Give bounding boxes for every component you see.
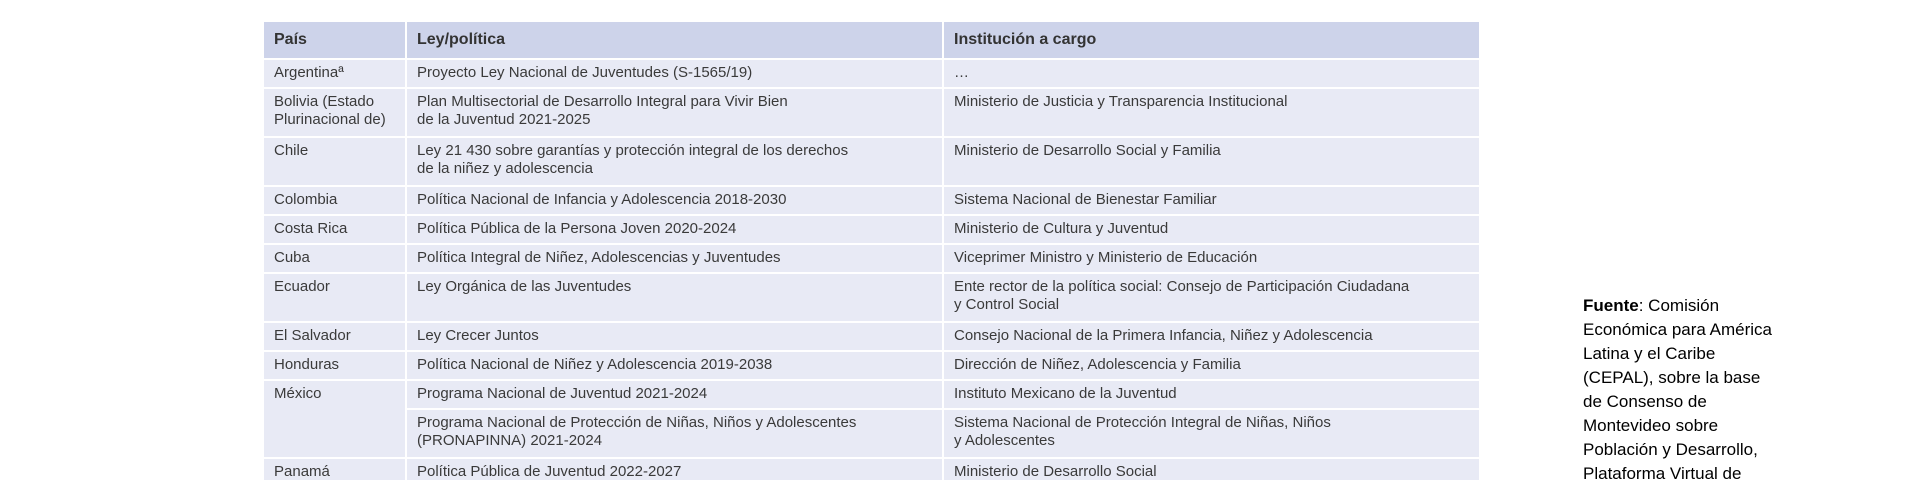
source-line: de Consenso de bbox=[1583, 390, 1772, 414]
policy-cell: Política Pública de Juventud 2022-2027 bbox=[405, 457, 944, 480]
header-cell: Ley/política bbox=[405, 20, 944, 60]
table-row: Costa Rica Política Pública de la Persona… bbox=[262, 214, 1481, 245]
source-text: (CEPAL), sobre la base bbox=[1583, 368, 1761, 387]
policy-cell: Política Integral de Niñez, Adolescencia… bbox=[405, 243, 944, 274]
source-text: de Consenso de bbox=[1583, 392, 1707, 411]
header-row: País Ley/política Institución a cargo bbox=[262, 20, 1481, 60]
country-cell: Panamá bbox=[262, 457, 407, 480]
country-cell: Colombia bbox=[262, 185, 407, 216]
source-line: Plataforma Virtual de bbox=[1583, 462, 1772, 480]
institution-cell: … bbox=[942, 58, 1481, 89]
table-row: Panamá Política Pública de Juventud 2022-… bbox=[262, 457, 1481, 480]
policy-cell: Proyecto Ley Nacional de Juventudes (S-1… bbox=[405, 58, 944, 89]
country-cell: México bbox=[262, 379, 407, 459]
source-text: Plataforma Virtual de bbox=[1583, 464, 1742, 480]
header-cell: País bbox=[262, 20, 407, 60]
policy-cell: Plan Multisectorial de Desarrollo Integr… bbox=[405, 87, 944, 138]
table-row: Honduras Política Nacional de Niñez y Ado… bbox=[262, 350, 1481, 381]
institution-cell: Sistema Nacional de Bienestar Familiar bbox=[942, 185, 1481, 216]
policy-cell: Política Pública de la Persona Joven 202… bbox=[405, 214, 944, 245]
table-row: Argentinaª Proyecto Ley Nacional de Juven… bbox=[262, 58, 1481, 89]
institution-cell: Viceprimer Ministro y Ministerio de Educ… bbox=[942, 243, 1481, 274]
country-cell: Argentinaª bbox=[262, 58, 407, 89]
institution-cell: Ministerio de Desarrollo Social y Famili… bbox=[942, 136, 1481, 187]
source-text: Población y Desarrollo, bbox=[1583, 440, 1758, 459]
policy-table: País Ley/política Institución a cargo Arge… bbox=[262, 20, 1481, 480]
country-cell: Chile bbox=[262, 136, 407, 187]
policy-cell: Política Nacional de Niñez y Adolescenci… bbox=[405, 350, 944, 381]
institution-cell: Ministerio de Desarrollo Social bbox=[942, 457, 1481, 480]
country-cell: Bolivia (Estado Plurinacional de) bbox=[262, 87, 407, 138]
source-line: Población y Desarrollo, bbox=[1583, 438, 1772, 462]
institution-cell: Sistema Nacional de Protección Integral … bbox=[942, 408, 1481, 459]
source-label: Fuente bbox=[1583, 296, 1639, 315]
source-text: Económica para América bbox=[1583, 320, 1772, 339]
policy-cell: Programa Nacional de Protección de Niñas… bbox=[405, 408, 944, 459]
source-line: Fuente: Comisión bbox=[1583, 294, 1772, 318]
institution-cell: Consejo Nacional de la Primera Infancia,… bbox=[942, 321, 1481, 352]
table-row: Cuba Política Integral de Niñez, Adolesce… bbox=[262, 243, 1481, 274]
source-text: Latina y el Caribe bbox=[1583, 344, 1716, 363]
table-row: Programa Nacional de Protección de Niñas… bbox=[263, 408, 1481, 459]
table-row: México Programa Nacional de Juventud 2021… bbox=[262, 379, 1481, 459]
country-cell: Cuba bbox=[262, 243, 407, 274]
policy-cell: Ley Orgánica de las Juventudes bbox=[405, 272, 944, 323]
policy-cell: Política Nacional de Infancia y Adolesce… bbox=[405, 185, 944, 216]
institution-cell: Ministerio de Justicia y Transparencia I… bbox=[942, 87, 1481, 138]
table-row: Colombia Política Nacional de Infancia y … bbox=[262, 185, 1481, 216]
source-text: : Comisión bbox=[1638, 296, 1720, 315]
policy-cell: Ley 21 430 sobre garantías y protección … bbox=[405, 136, 944, 187]
source-line: Montevideo sobre bbox=[1583, 414, 1772, 438]
source-line: Latina y el Caribe bbox=[1583, 342, 1772, 366]
header-cell: Institución a cargo bbox=[942, 20, 1481, 60]
policy-cell: Ley Crecer Juntos bbox=[405, 321, 944, 352]
source-line: (CEPAL), sobre la base bbox=[1583, 366, 1772, 390]
source-line: Económica para América bbox=[1583, 318, 1772, 342]
institution-cell: Instituto Mexicano de la Juventud bbox=[942, 379, 1481, 410]
source-note: Fuente: Comisión Económica para América La… bbox=[1583, 294, 1772, 480]
institution-cell: Ministerio de Cultura y Juventud bbox=[942, 214, 1481, 245]
country-cell: El Salvador bbox=[262, 321, 407, 352]
institution-cell: Ente rector de la política social: Conse… bbox=[942, 272, 1481, 323]
institution-cell: Dirección de Niñez, Adolescencia y Famil… bbox=[942, 350, 1481, 381]
table-row: El Salvador Ley Crecer Juntos Consejo Naci… bbox=[262, 321, 1481, 352]
table-row: Chile Ley 21 430 sobre garantías y protec… bbox=[262, 136, 1481, 187]
country-cell: Honduras bbox=[262, 350, 407, 381]
source-text: Montevideo sobre bbox=[1583, 416, 1719, 435]
country-cell: Ecuador bbox=[262, 272, 407, 323]
policy-cell: Programa Nacional de Juventud 2021-2024 bbox=[405, 379, 944, 410]
table-row: Bolivia (Estado Plurinacional de) Plan Mu… bbox=[262, 87, 1481, 138]
country-cell: Costa Rica bbox=[262, 214, 407, 245]
table-row: Ecuador Ley Orgánica de las Juventudes Ent… bbox=[262, 272, 1481, 323]
